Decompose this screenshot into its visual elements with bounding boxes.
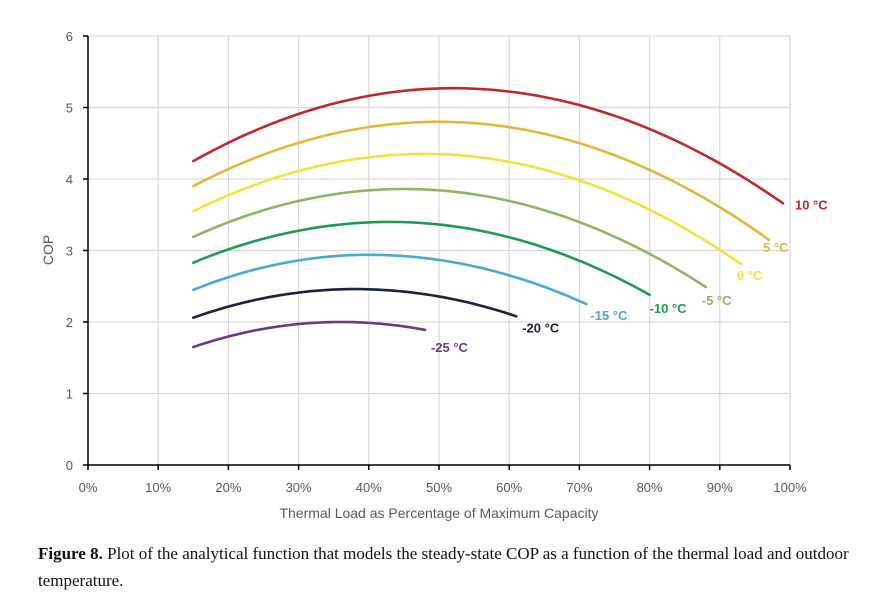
y-tick-labels: 0 1 2 3 4 5 6 xyxy=(66,29,73,473)
series-label: -20 °C xyxy=(522,320,560,335)
series-label: 5 °C xyxy=(763,240,789,255)
x-tick-label: 60% xyxy=(496,480,522,495)
x-tick-label: 10% xyxy=(145,480,171,495)
x-tick-label: 50% xyxy=(426,480,452,495)
series-line xyxy=(192,287,518,319)
y-tick-label: 3 xyxy=(66,244,73,259)
y-tick-label: 5 xyxy=(66,101,73,116)
series-label: -10 °C xyxy=(650,301,688,316)
y-axis-title: COP xyxy=(40,235,56,265)
y-tick-label: 2 xyxy=(66,315,73,330)
series-line xyxy=(192,152,743,266)
x-tick-label: 70% xyxy=(566,480,592,495)
series-label: -5 °C xyxy=(702,293,732,308)
series-line xyxy=(192,220,651,297)
x-tick-label: 100% xyxy=(773,480,807,495)
x-tick-label: 0% xyxy=(79,480,98,495)
x-tick-label: 20% xyxy=(215,480,241,495)
series-line xyxy=(192,320,427,349)
grid-lines xyxy=(88,35,791,465)
figure-caption-label: Figure 8. xyxy=(38,544,103,563)
series-line xyxy=(192,86,785,205)
x-axis-title: Thermal Load as Percentage of Maximum Ca… xyxy=(279,505,598,521)
series-label: -25 °C xyxy=(431,340,469,355)
x-tick-label: 80% xyxy=(637,480,663,495)
axes xyxy=(83,35,791,470)
series-line xyxy=(192,187,708,289)
y-tick-label: 0 xyxy=(66,458,73,473)
y-tick-label: 4 xyxy=(66,172,73,187)
x-tick-label: 30% xyxy=(286,480,312,495)
series-label: -15 °C xyxy=(590,308,628,323)
figure-caption-text: Plot of the analytical function that mod… xyxy=(38,544,849,590)
series-lines xyxy=(192,86,785,349)
x-tick-label: 40% xyxy=(356,480,382,495)
cop-chart: 0 1 2 3 4 5 6 0% 10% 20% 30% 40% 50% 60% 70% 80% 90% 100… xyxy=(40,29,828,521)
series-labels: 10 °C 5 °C0 °C -5 °C -10 °C -15 °C -20 °C -25 … xyxy=(431,197,828,355)
x-tick-labels: 0% 10% 20% 30% 40% 50% 60% 70% 80% 90% 100% xyxy=(79,480,807,495)
series-line xyxy=(192,253,588,306)
series-label: 0 °C xyxy=(737,268,763,283)
series-line xyxy=(192,120,771,242)
figure-caption: Figure 8. Plot of the analytical functio… xyxy=(38,540,868,594)
y-tick-label: 1 xyxy=(66,387,73,402)
x-tick-label: 90% xyxy=(707,480,733,495)
series-label: 10 °C xyxy=(795,197,828,212)
y-tick-label: 6 xyxy=(66,29,73,44)
